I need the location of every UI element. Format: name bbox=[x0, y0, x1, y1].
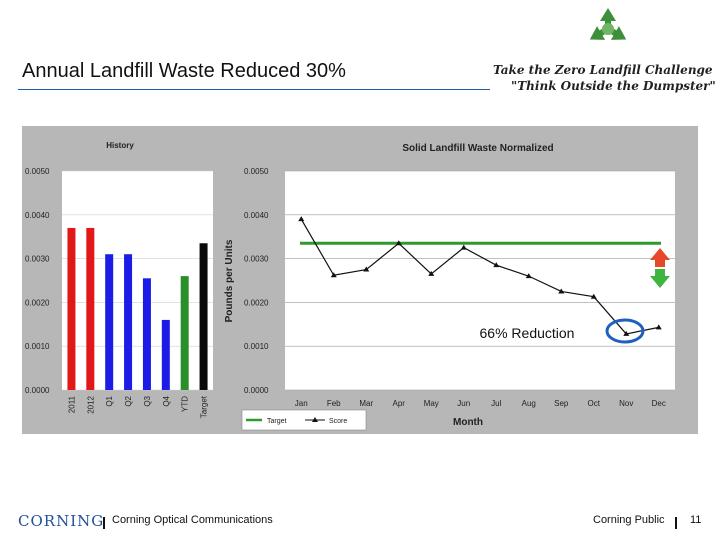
history-x-tick-label: Q2 bbox=[124, 395, 133, 406]
line-y-tick-label: 0.0040 bbox=[244, 211, 269, 220]
score-point-nov bbox=[623, 330, 630, 336]
footer-division: Corning Optical Communications bbox=[112, 514, 273, 526]
recycle-icon bbox=[583, 4, 633, 59]
legend-box bbox=[241, 409, 367, 431]
history-bar-2012 bbox=[86, 227, 95, 390]
page-number: 11 bbox=[690, 514, 702, 526]
title-divider bbox=[18, 89, 490, 90]
score-point-sep bbox=[558, 288, 565, 294]
history-y-tick-label: 0.0020 bbox=[25, 298, 50, 307]
line-x-tick-label: Dec bbox=[652, 399, 666, 408]
footer-separator bbox=[675, 517, 677, 529]
corning-logo: CORNING bbox=[18, 512, 105, 530]
history-y-tick-label: 0.0010 bbox=[25, 342, 50, 351]
history-y-tick-label: 0.0030 bbox=[25, 255, 50, 264]
line-x-axis-label: Month bbox=[453, 417, 483, 428]
line-chart-title: Solid Landfill Waste Normalized bbox=[402, 143, 553, 154]
history-x-tick-label: YTD bbox=[181, 396, 190, 412]
down-arrow-icon bbox=[650, 269, 670, 288]
line-x-tick-label: Jun bbox=[457, 399, 470, 408]
score-point-feb bbox=[330, 272, 337, 278]
line-y-tick-label: 0.0010 bbox=[244, 342, 269, 351]
reduction-annotation: 66% Reduction bbox=[480, 325, 575, 341]
line-x-tick-label: Oct bbox=[588, 399, 601, 408]
footer-separator bbox=[103, 517, 105, 529]
line-x-tick-label: Sep bbox=[554, 399, 569, 408]
history-bar-q1 bbox=[105, 254, 114, 390]
line-x-tick-label: May bbox=[424, 399, 439, 408]
legend-target-label: Target bbox=[267, 418, 287, 425]
score-point-dec bbox=[655, 324, 662, 330]
line-x-tick-label: Feb bbox=[327, 399, 341, 408]
line-x-tick-label: Jul bbox=[491, 399, 501, 408]
page-title: Annual Landfill Waste Reduced 30% bbox=[22, 60, 346, 82]
chart-panel: History 0.0000 0.0010 0.0020 0.0030 0.0040 0.0… bbox=[22, 126, 698, 434]
history-bar-q3 bbox=[142, 278, 151, 390]
history-x-tick-label: Target bbox=[200, 395, 209, 418]
history-x-tick-label: Q4 bbox=[162, 395, 171, 406]
history-bar-2011 bbox=[67, 227, 76, 390]
line-x-tick-label: Apr bbox=[393, 399, 406, 408]
up-arrow-icon bbox=[650, 248, 670, 267]
history-bar-ytd bbox=[180, 276, 189, 390]
history-x-tick-label: 2012 bbox=[86, 395, 95, 413]
line-y-tick-label: 0.0030 bbox=[244, 255, 269, 264]
legend-score-marker bbox=[312, 417, 318, 422]
line-y-tick-label: 0.0050 bbox=[244, 167, 269, 176]
history-y-tick-label: 0.0040 bbox=[25, 211, 50, 220]
score-point-jun bbox=[460, 244, 467, 250]
footer-classification: Corning Public bbox=[593, 514, 665, 526]
score-point-apr bbox=[395, 240, 402, 246]
line-x-tick-label: Mar bbox=[359, 399, 373, 408]
line-x-tick-label: Nov bbox=[619, 399, 633, 408]
score-point-mar bbox=[363, 266, 370, 272]
score-point-oct bbox=[590, 293, 597, 299]
history-x-tick-label: Q3 bbox=[143, 395, 152, 406]
line-y-tick-label: 0.0000 bbox=[244, 386, 269, 395]
score-point-jul bbox=[493, 262, 500, 268]
series-score-line bbox=[300, 218, 659, 335]
challenge-line-2: "Think Outside the Dumpster" bbox=[511, 79, 716, 93]
chart-canvas: History 0.0000 0.0010 0.0020 0.0030 0.0040 0.0… bbox=[25, 141, 675, 431]
history-x-tick-label: 2011 bbox=[67, 395, 76, 413]
line-y-tick-label: 0.0020 bbox=[244, 298, 269, 307]
challenge-line-1: Take the Zero Landfill Challenge bbox=[493, 63, 713, 77]
line-x-tick-label: Jan bbox=[295, 399, 308, 408]
score-point-aug bbox=[525, 273, 532, 279]
history-y-tick-label: 0.0000 bbox=[25, 386, 50, 395]
history-title: History bbox=[106, 141, 134, 150]
line-x-tick-label: Aug bbox=[522, 399, 536, 408]
history-y-tick-label: 0.0050 bbox=[25, 167, 50, 176]
history-bar-q4 bbox=[161, 319, 170, 390]
legend-score-label: Score bbox=[329, 418, 347, 425]
history-x-tick-label: Q1 bbox=[105, 395, 114, 406]
line-plot-area bbox=[285, 171, 675, 390]
challenge-tagline: Take the Zero Landfill Challenge "Think … bbox=[493, 62, 718, 94]
history-plot-area bbox=[62, 171, 213, 390]
cycle-arrows-icon bbox=[605, 318, 645, 344]
score-point-jan bbox=[298, 216, 305, 222]
history-bar-target bbox=[199, 243, 208, 390]
history-bar-q2 bbox=[124, 254, 133, 390]
score-point-may bbox=[428, 270, 435, 276]
line-y-axis-label: Pounds per Units bbox=[224, 239, 235, 322]
